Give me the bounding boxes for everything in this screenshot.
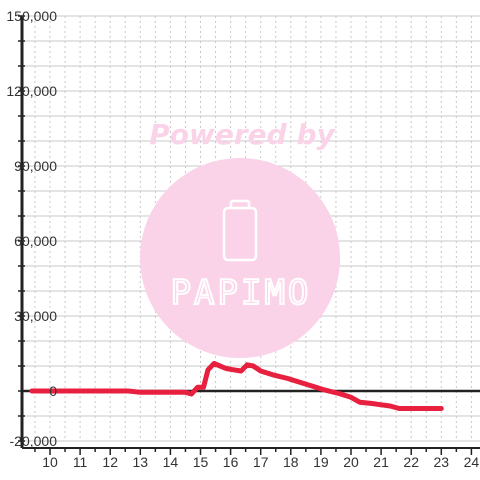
y-tick-label: 60,000 bbox=[14, 233, 57, 249]
series bbox=[29, 361, 444, 411]
y-tick-label: 150,000 bbox=[6, 8, 57, 24]
x-tick-label: 19 bbox=[313, 454, 329, 470]
x-tick-label: 22 bbox=[403, 454, 419, 470]
x-tick-label: 18 bbox=[283, 454, 299, 470]
x-tick-label: 23 bbox=[434, 454, 450, 470]
y-tick-label: 0 bbox=[49, 383, 57, 399]
x-tick-label: 17 bbox=[253, 454, 269, 470]
y-tick-label: 30,000 bbox=[14, 308, 57, 324]
x-tick-label: 24 bbox=[464, 454, 480, 470]
x-tick-label: 20 bbox=[343, 454, 359, 470]
x-tick-label: 13 bbox=[133, 454, 149, 470]
y-tick-label: 120,000 bbox=[6, 83, 57, 99]
grid bbox=[22, 15, 480, 442]
x-tick-label: 16 bbox=[223, 454, 239, 470]
x-tick-label: 14 bbox=[163, 454, 179, 470]
watermark: Powered by PAPIMO bbox=[140, 118, 340, 358]
phone-icon bbox=[222, 199, 258, 262]
watermark-logo-text: PAPIMO bbox=[171, 273, 312, 313]
x-tick-label: 21 bbox=[373, 454, 389, 470]
x-tick-label: 10 bbox=[42, 454, 58, 470]
x-tick-label: 12 bbox=[102, 454, 118, 470]
watermark-circle bbox=[140, 158, 340, 358]
x-tick-label: 15 bbox=[193, 454, 209, 470]
watermark-text: Powered by bbox=[149, 118, 336, 151]
x-tick-label: 11 bbox=[73, 454, 88, 470]
y-tick-label: 90,000 bbox=[14, 158, 57, 174]
tick-labels: 150,000 120,000 90,000 60,000 30,000 0 -20,000… bbox=[6, 8, 479, 470]
y-tick-label: -20,000 bbox=[10, 433, 58, 449]
series-line bbox=[29, 361, 444, 411]
